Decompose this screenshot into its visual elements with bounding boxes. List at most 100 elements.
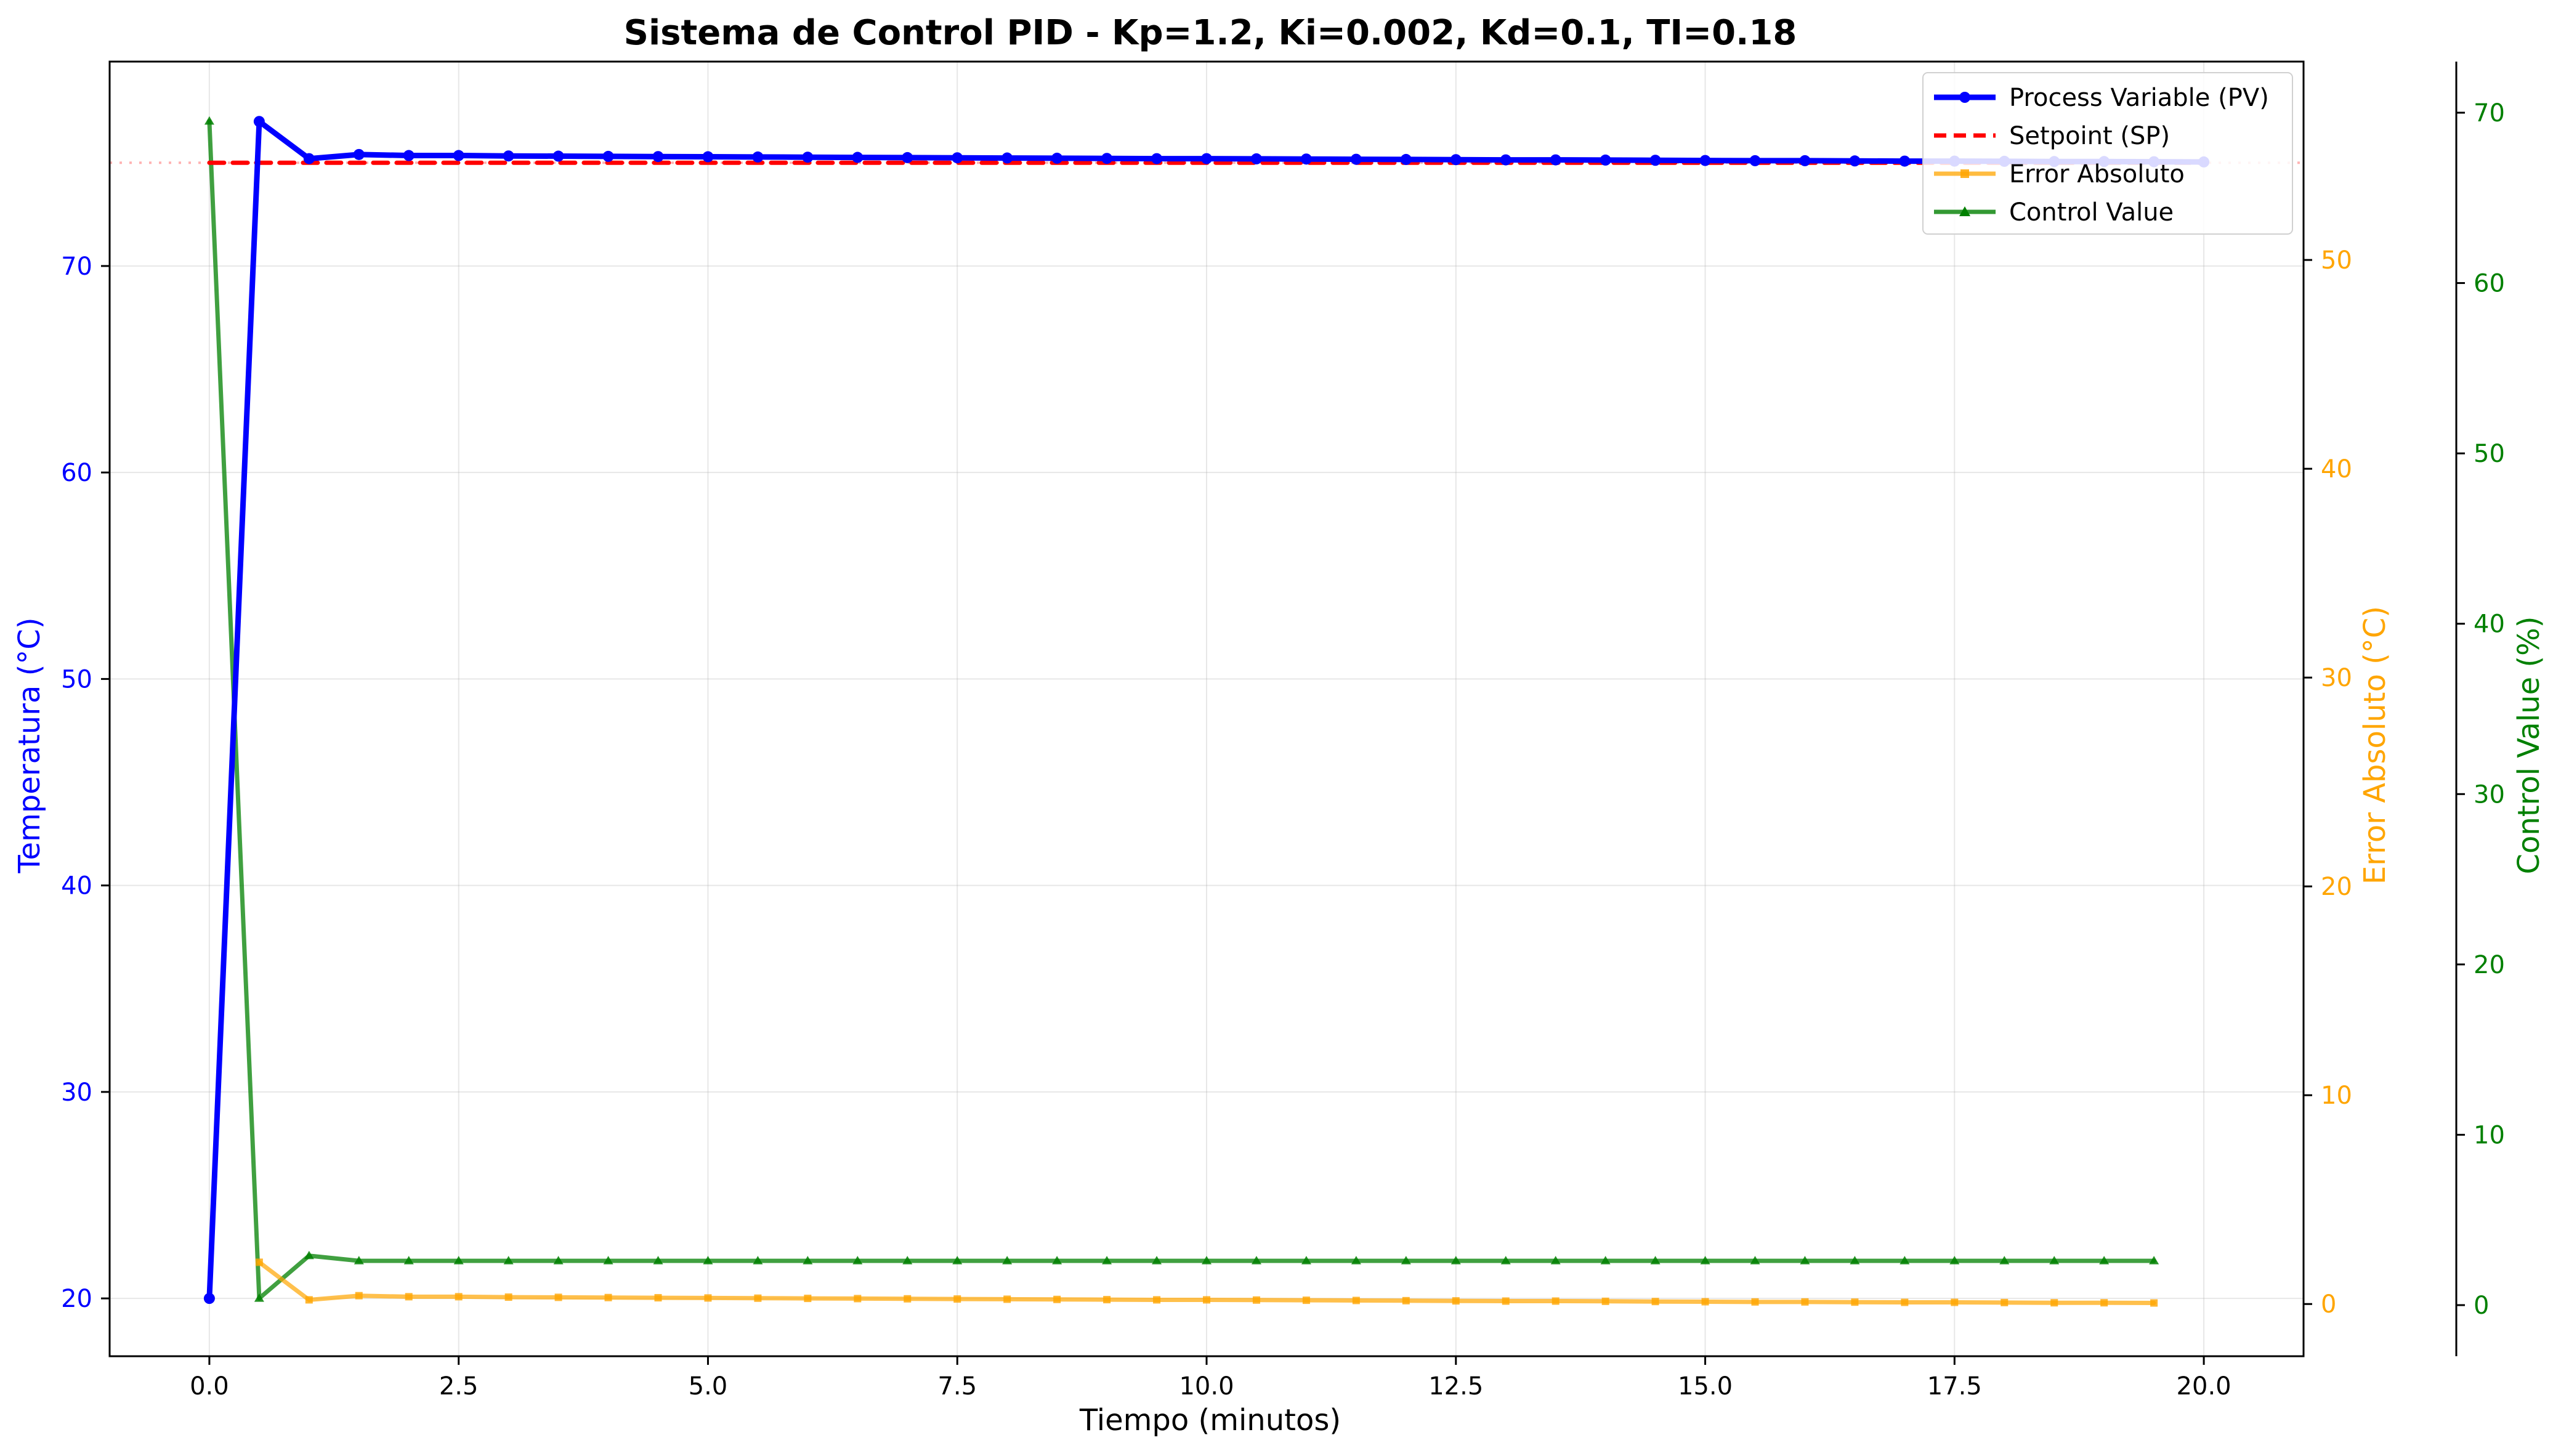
- process-variable-point: [1151, 153, 1163, 164]
- process-variable-point: [1250, 153, 1262, 164]
- process-variable-point: [1051, 152, 1063, 164]
- x-tick-label: 10.0: [1179, 1372, 1234, 1401]
- process-variable-point: [1450, 154, 1462, 166]
- control-value-point: [553, 1256, 564, 1264]
- process-variable-point: [702, 151, 714, 163]
- control-value-point: [2049, 1256, 2060, 1264]
- error-absoluto-point: [1601, 1297, 1609, 1305]
- control-value-point: [753, 1256, 763, 1264]
- control-value-point: [1600, 1256, 1611, 1264]
- control-value-line: [207, 119, 2156, 1301]
- control-value-point: [254, 1293, 264, 1302]
- error-absoluto-point: [1103, 1296, 1111, 1304]
- error-absoluto-point: [305, 1296, 313, 1304]
- legend-label: Control Value: [2009, 198, 2174, 227]
- y2-tick-label: 10: [2321, 1082, 2352, 1110]
- y3-tick-label: 0: [2474, 1292, 2489, 1320]
- error-absoluto-point: [804, 1295, 812, 1303]
- x-axis-label: Tiempo (minutos): [1079, 1403, 1341, 1438]
- legend-marker: [1960, 169, 1969, 178]
- process-variable-point: [453, 150, 464, 161]
- legend-box: [1922, 72, 2293, 235]
- control-value-point: [1251, 1256, 1261, 1264]
- control-value-point: [1800, 1256, 1810, 1264]
- control-value-point: [653, 1256, 663, 1264]
- legend-label: Process Variable (PV): [2009, 84, 2269, 112]
- error-absoluto-point: [1302, 1296, 1310, 1304]
- y3-tick-label: 30: [2474, 780, 2505, 809]
- control-value-point: [1450, 1256, 1461, 1264]
- y3-tick-label: 50: [2474, 440, 2505, 468]
- process-variable-point: [1899, 155, 1911, 167]
- y-tick-label: 30: [61, 1078, 92, 1107]
- error-absoluto-point: [953, 1295, 961, 1303]
- control-value-point: [1002, 1256, 1013, 1264]
- process-variable-point: [1550, 154, 1561, 166]
- process-variable-point: [1500, 154, 1511, 166]
- control-value-point: [1052, 1256, 1062, 1264]
- y2-tick-label: 20: [2321, 873, 2352, 901]
- y3-tick-label: 40: [2474, 610, 2505, 639]
- control-value-point: [1999, 1256, 2010, 1264]
- process-variable-point: [1001, 152, 1013, 164]
- x-tick-label: 0.0: [190, 1372, 229, 1401]
- error-absoluto-point: [1552, 1297, 1560, 1305]
- error-absoluto-point: [1651, 1298, 1659, 1306]
- process-variable-point: [203, 1293, 215, 1304]
- error-absoluto-point: [355, 1292, 363, 1300]
- process-variable-point: [503, 150, 514, 162]
- x-tick-label: 2.5: [439, 1372, 479, 1401]
- control-value-point: [1301, 1256, 1311, 1264]
- y-tick-label: 60: [61, 459, 92, 487]
- y2-axis-label: Error Absoluto (°C): [2358, 606, 2392, 884]
- y2-tick-label: 0: [2321, 1290, 2336, 1319]
- control-value-point: [603, 1256, 613, 1264]
- y-tick-label: 70: [61, 253, 92, 281]
- x-tick-label: 12.5: [1428, 1372, 1483, 1401]
- control-value-point: [453, 1256, 464, 1264]
- control-value-point: [1650, 1256, 1661, 1264]
- y3-tick-label: 20: [2474, 951, 2505, 979]
- error-absoluto-point: [604, 1293, 612, 1301]
- legend-marker: [1959, 92, 1970, 103]
- control-value-point: [1202, 1256, 1212, 1264]
- y2-tick-label: 50: [2321, 246, 2352, 275]
- error-absoluto-point: [1402, 1296, 1410, 1304]
- process-variable-point: [1799, 155, 1811, 166]
- process-variable-point: [602, 150, 614, 162]
- process-variable-point: [802, 152, 814, 163]
- process-variable-point: [303, 153, 315, 164]
- process-variable-point: [353, 148, 365, 160]
- control-value-point: [354, 1256, 364, 1264]
- error-absoluto-point: [904, 1295, 912, 1303]
- y2-tick-label: 30: [2321, 664, 2352, 692]
- control-value-point: [1850, 1256, 1860, 1264]
- error-absoluto-point: [504, 1293, 512, 1301]
- control-value-point: [703, 1256, 713, 1264]
- error-absoluto-point: [1452, 1297, 1460, 1305]
- error-absoluto-point: [255, 1258, 263, 1266]
- error-absoluto-point: [1951, 1298, 1959, 1306]
- error-absoluto-point: [1801, 1298, 1809, 1306]
- y-tick-label: 40: [61, 872, 92, 900]
- error-absoluto-point: [2001, 1298, 2009, 1306]
- process-variable-point: [403, 150, 415, 161]
- error-absoluto-point: [1003, 1295, 1011, 1303]
- process-variable-point: [952, 152, 963, 164]
- error-absoluto-point: [1751, 1298, 1759, 1306]
- chart-title: Sistema de Control PID - Kp=1.2, Ki=0.00…: [624, 13, 1797, 53]
- error-absoluto-point: [2150, 1299, 2158, 1307]
- process-variable-point: [852, 152, 864, 163]
- error-absoluto-point: [654, 1294, 662, 1302]
- error-absoluto-point: [1502, 1297, 1510, 1305]
- x-tick-label: 20.0: [2177, 1372, 2231, 1401]
- error-absoluto-point: [455, 1293, 463, 1301]
- y-tick-label: 20: [61, 1285, 92, 1313]
- control-value-point: [1550, 1256, 1561, 1264]
- process-variable-point: [1749, 155, 1761, 166]
- y2-tick-label: 40: [2321, 455, 2352, 483]
- control-value-point: [1351, 1256, 1361, 1264]
- error-absoluto-point: [1053, 1295, 1061, 1303]
- process-variable-point: [1350, 153, 1362, 165]
- error-absoluto-point: [1203, 1296, 1210, 1304]
